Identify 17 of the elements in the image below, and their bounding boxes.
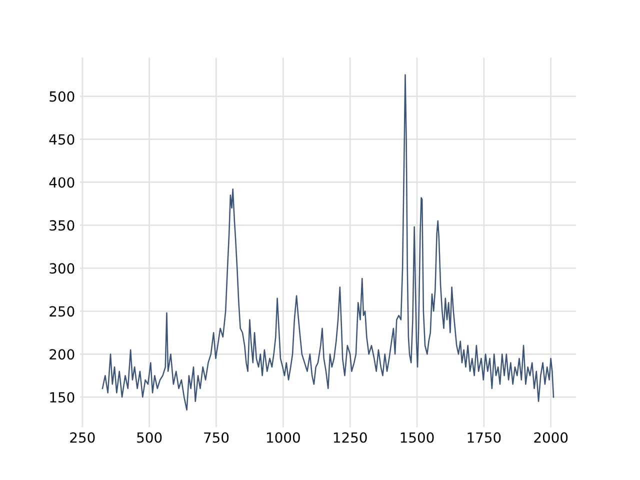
x-tick-label: 2000 <box>534 432 568 443</box>
x-tick-label: 250 <box>70 432 95 443</box>
x-tick-label: 500 <box>137 432 162 443</box>
y-tick-label: 200 <box>50 349 74 360</box>
line-series <box>102 74 554 411</box>
x-tick-label: 750 <box>204 432 229 443</box>
x-tick-label: 1000 <box>267 432 300 443</box>
x-tick-label: 1500 <box>400 432 434 443</box>
y-tick-label: 500 <box>50 91 74 102</box>
y-tick-label: 450 <box>49 134 74 145</box>
y-tick-label: 400 <box>49 177 74 188</box>
y-tick-label: 250 <box>50 306 74 317</box>
x-tick-label: 1250 <box>334 432 367 443</box>
y-tick-label: 150 <box>50 392 74 403</box>
y-tick-label: 350 <box>50 220 74 231</box>
x-tick-label: 1750 <box>468 432 501 443</box>
y-tick-label: 300 <box>50 263 74 274</box>
